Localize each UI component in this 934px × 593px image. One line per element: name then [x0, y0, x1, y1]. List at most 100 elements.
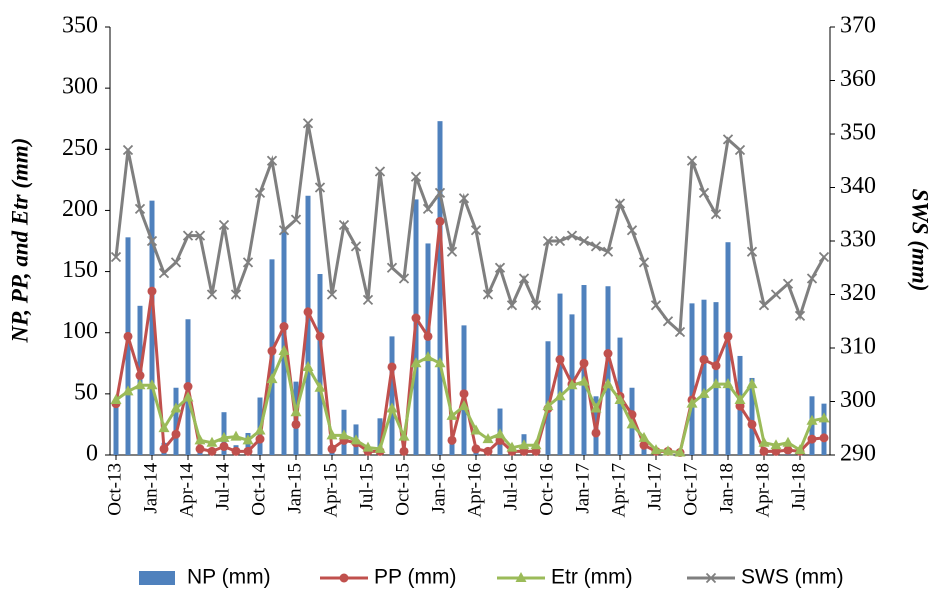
- point: [170, 402, 182, 413]
- point: [626, 418, 638, 429]
- point: [734, 144, 746, 156]
- point: [770, 289, 782, 300]
- point: [711, 361, 721, 371]
- point: [590, 402, 602, 413]
- bar: [809, 396, 815, 455]
- legend-marker: [705, 572, 717, 584]
- point: [231, 446, 241, 456]
- point: [734, 393, 746, 404]
- point: [314, 182, 326, 193]
- y-tick-label: 350: [62, 13, 98, 39]
- point: [554, 235, 566, 247]
- point: [555, 355, 565, 365]
- bar: [641, 445, 647, 455]
- x-tick-label: Oct-17: [680, 463, 701, 516]
- point: [302, 118, 314, 129]
- point: [470, 424, 482, 435]
- point: [674, 326, 686, 338]
- y2-tick-label: 340: [840, 173, 876, 199]
- point: [326, 429, 338, 440]
- point: [494, 428, 506, 439]
- point: [566, 379, 578, 390]
- point: [662, 445, 674, 456]
- point: [171, 429, 181, 439]
- point: [278, 345, 290, 356]
- point: [482, 433, 494, 444]
- point: [506, 441, 518, 452]
- point: [650, 444, 662, 455]
- y-tick-label: 0: [86, 441, 98, 467]
- point: [530, 439, 542, 450]
- point: [579, 358, 589, 368]
- y2-tick-label: 370: [840, 13, 876, 39]
- y-tick-label: 300: [62, 74, 98, 100]
- point: [158, 422, 170, 433]
- point: [458, 193, 470, 204]
- point: [195, 444, 205, 454]
- point: [782, 278, 794, 289]
- point: [122, 144, 134, 156]
- point: [338, 429, 350, 440]
- point: [639, 440, 649, 450]
- point: [374, 166, 386, 177]
- point: [518, 439, 530, 450]
- point: [338, 219, 350, 231]
- point: [638, 257, 650, 268]
- point: [218, 219, 230, 231]
- point: [578, 375, 590, 386]
- point: [266, 373, 278, 384]
- point: [482, 289, 494, 300]
- point: [614, 393, 626, 404]
- point: [747, 419, 757, 429]
- bar: [701, 299, 707, 455]
- y-tick-label: 150: [62, 257, 98, 283]
- point: [686, 397, 698, 408]
- point: [182, 230, 194, 241]
- x-tick-label: Apr-14: [176, 463, 197, 518]
- point: [230, 289, 242, 300]
- bar: [557, 293, 563, 455]
- point: [686, 155, 698, 166]
- point: [422, 351, 434, 362]
- point: [722, 378, 734, 389]
- x-tick-label: Jul-17: [644, 463, 665, 511]
- point: [471, 444, 481, 454]
- point: [123, 331, 133, 341]
- point: [542, 235, 554, 247]
- bar: [449, 436, 455, 455]
- point: [399, 446, 409, 456]
- x-tick-label: Jul-18: [788, 463, 809, 511]
- point: [302, 360, 314, 371]
- point: [242, 257, 254, 268]
- point: [566, 230, 578, 241]
- point: [410, 357, 422, 368]
- legend-marker: [515, 572, 527, 582]
- point: [758, 436, 770, 447]
- bar: [113, 399, 119, 455]
- y2-tick-label: 330: [840, 227, 876, 253]
- point: [819, 433, 829, 443]
- point: [254, 424, 266, 435]
- legend-label: Etr (mm): [551, 566, 633, 589]
- point: [170, 257, 182, 268]
- point: [806, 273, 818, 284]
- x-tick-label: Apr-15: [320, 463, 341, 518]
- point: [350, 434, 362, 445]
- point: [110, 251, 122, 263]
- y2-tick-label: 320: [840, 280, 876, 306]
- point: [506, 300, 518, 311]
- point: [230, 430, 242, 441]
- point: [386, 402, 398, 413]
- legend-marker: [339, 573, 349, 583]
- point: [446, 409, 458, 420]
- point: [446, 246, 458, 257]
- point: [147, 286, 157, 296]
- point: [723, 331, 733, 341]
- point: [614, 198, 626, 209]
- point: [398, 273, 410, 284]
- x-tick-label: Jan-15: [284, 463, 305, 514]
- y-tick-label: 200: [62, 196, 98, 222]
- point: [326, 289, 338, 300]
- point: [135, 371, 145, 381]
